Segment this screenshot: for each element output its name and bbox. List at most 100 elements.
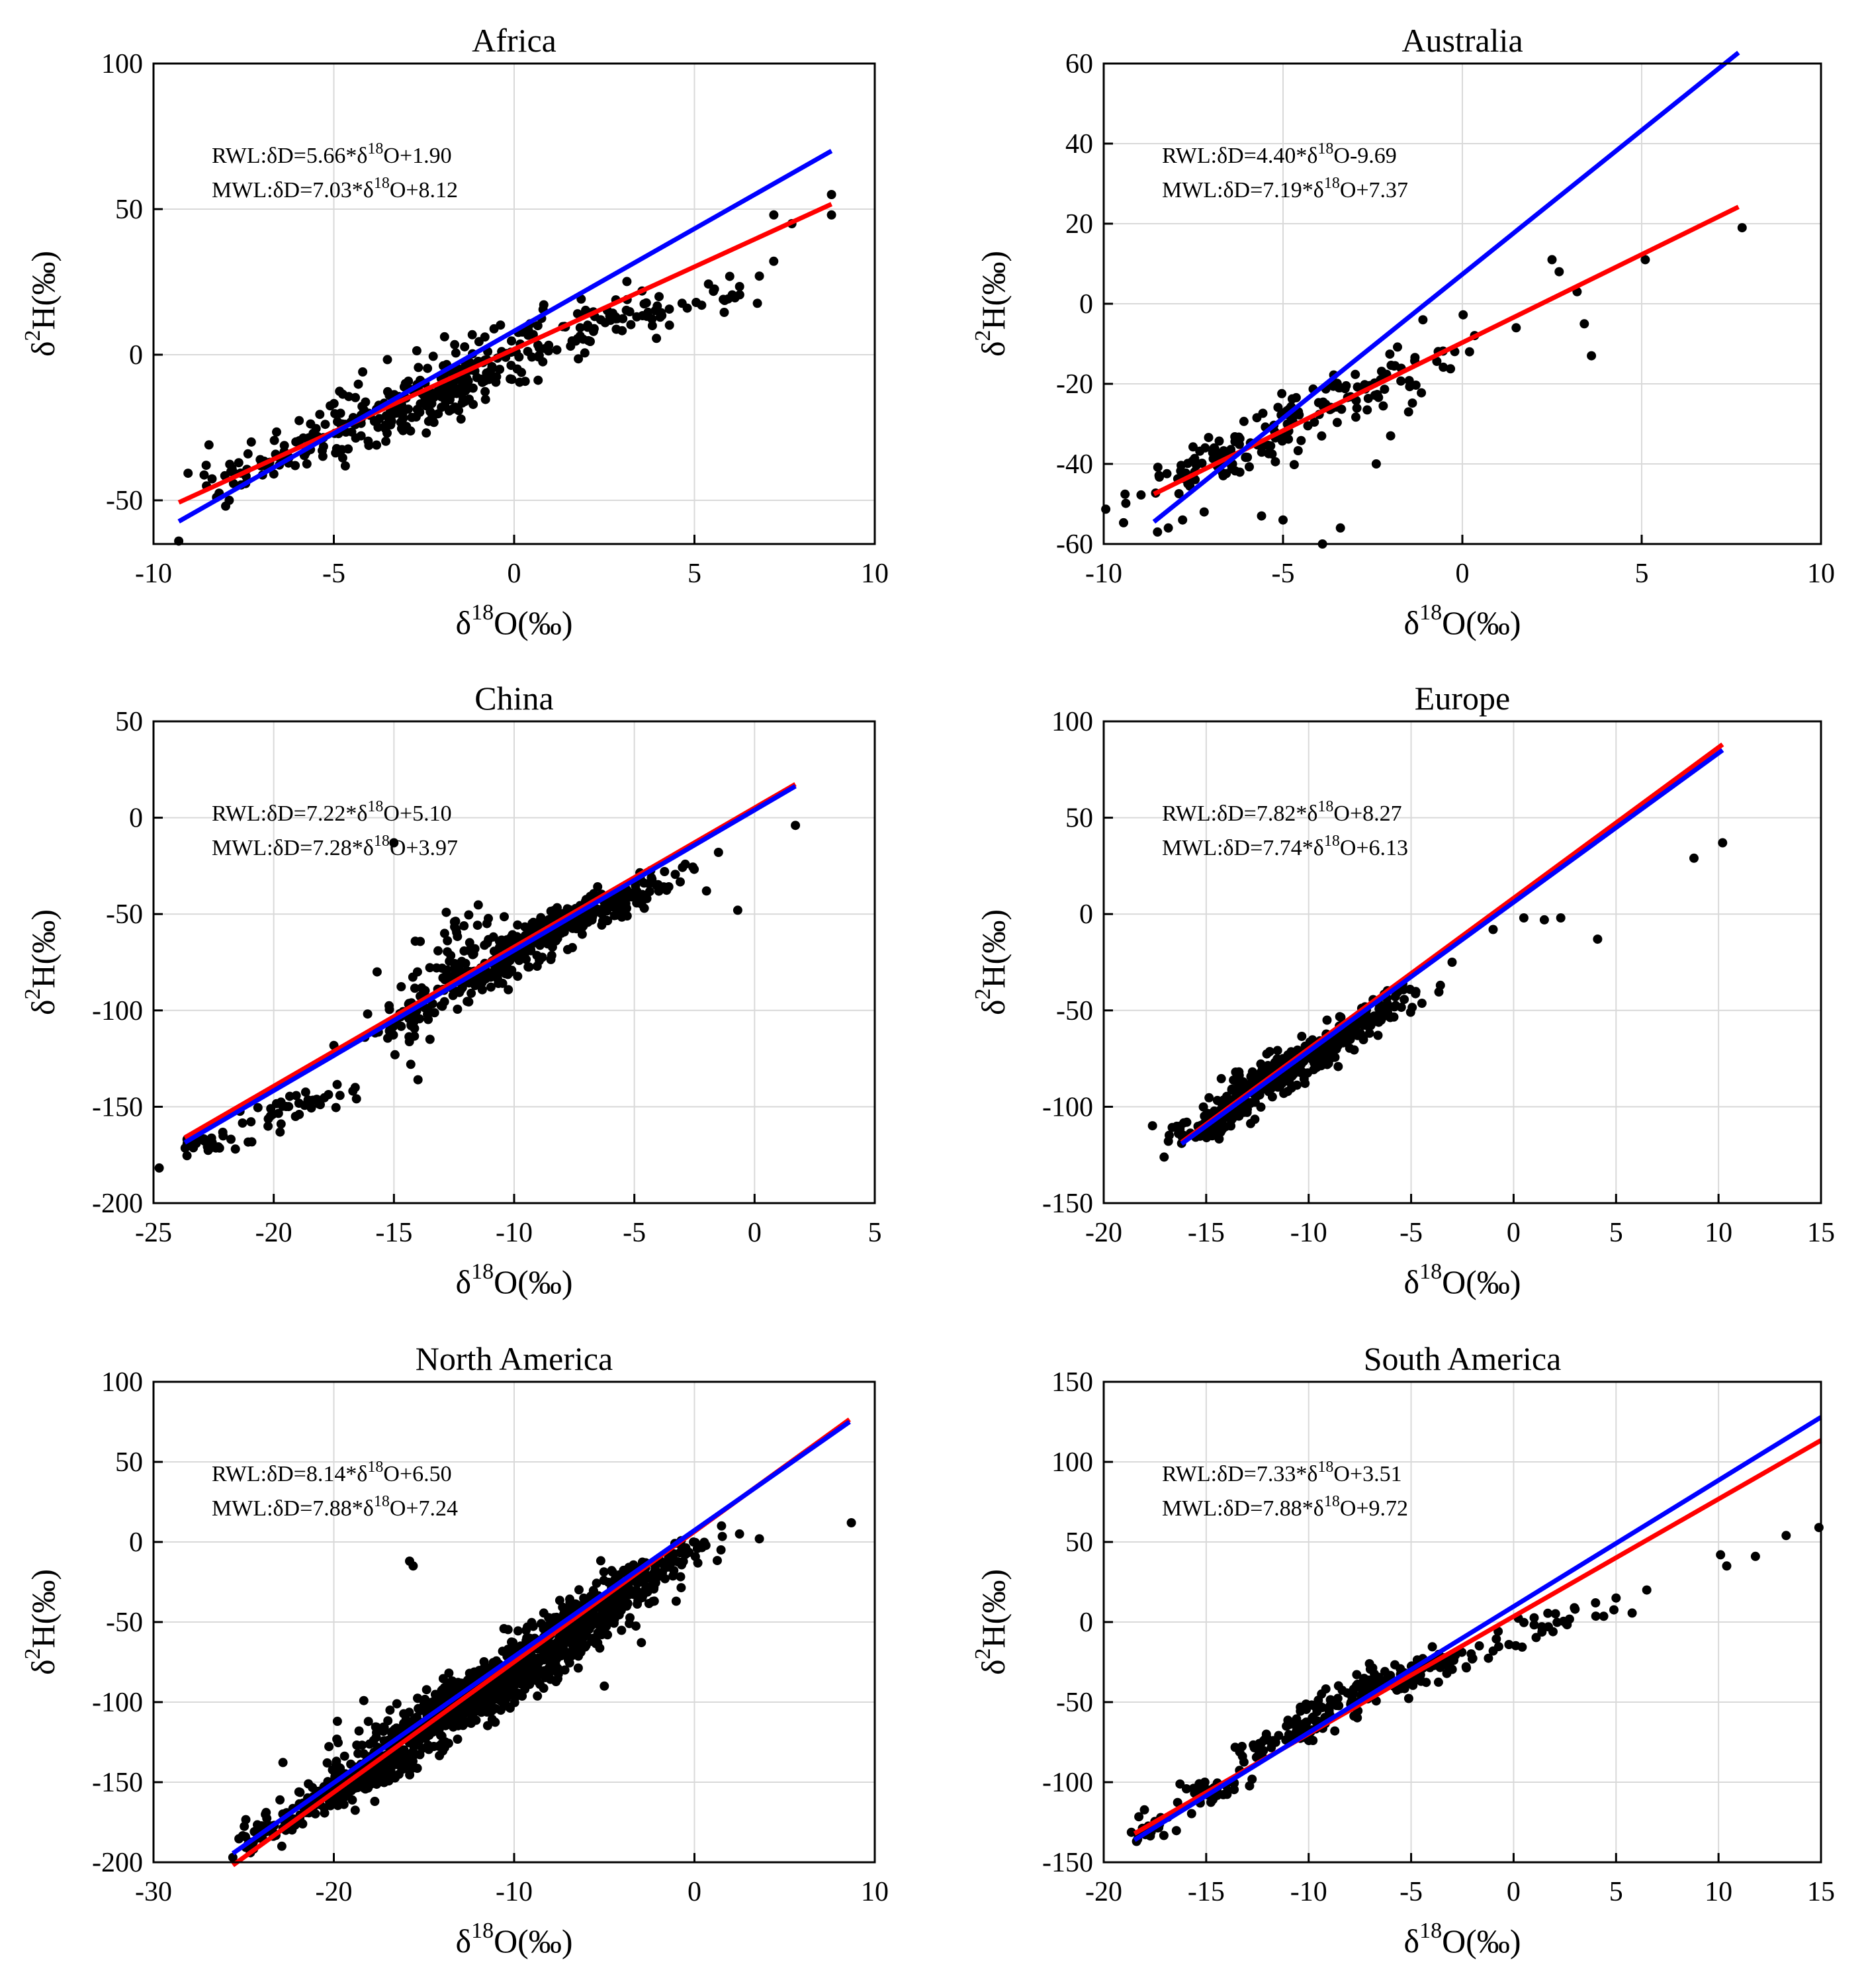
data-point xyxy=(438,1674,448,1684)
data-point xyxy=(533,375,543,385)
data-point xyxy=(424,1730,434,1740)
data-point xyxy=(1380,384,1390,394)
data-point xyxy=(676,877,685,887)
data-point xyxy=(1591,1598,1601,1607)
data-point xyxy=(320,1808,330,1818)
y-tick-label: -60 xyxy=(1056,529,1093,560)
data-point xyxy=(1317,431,1327,441)
data-point xyxy=(1464,347,1474,357)
data-point xyxy=(451,925,461,934)
data-point xyxy=(1214,1134,1224,1144)
y-tick-label: 100 xyxy=(101,1367,143,1398)
data-point xyxy=(1417,388,1427,398)
data-point xyxy=(384,390,394,400)
data-point xyxy=(1352,403,1362,413)
data-point xyxy=(1159,1152,1169,1162)
x-tick-label: 15 xyxy=(1807,1218,1835,1248)
mwl-equation: MWL:δD=7.03*δ18O+8.12 xyxy=(212,175,458,203)
x-tick-label: 0 xyxy=(508,559,521,589)
data-point xyxy=(183,469,193,478)
data-point xyxy=(1199,507,1209,517)
data-point xyxy=(1182,1784,1191,1793)
data-point xyxy=(643,307,653,317)
data-point xyxy=(154,1163,164,1173)
data-point xyxy=(1121,498,1131,508)
data-point xyxy=(1418,315,1428,325)
data-point xyxy=(332,1717,342,1726)
x-tick-label: -20 xyxy=(316,1877,353,1907)
data-point xyxy=(1642,1585,1652,1595)
data-point xyxy=(713,848,723,857)
y-tick-label: 50 xyxy=(115,1447,143,1478)
data-point xyxy=(1318,397,1328,407)
data-point xyxy=(1316,1061,1326,1071)
data-point xyxy=(625,1613,635,1623)
data-point xyxy=(449,917,459,926)
data-point xyxy=(1246,1118,1255,1128)
data-point xyxy=(1611,1593,1621,1603)
data-point xyxy=(473,900,483,910)
x-axis-label: δ18O(‰) xyxy=(1404,1919,1521,1960)
data-point xyxy=(592,1578,601,1588)
data-point xyxy=(1227,1085,1237,1095)
data-point xyxy=(468,949,478,959)
data-point xyxy=(1278,515,1288,525)
data-point xyxy=(422,395,431,405)
data-point xyxy=(1447,958,1457,967)
data-point xyxy=(338,389,347,399)
data-point xyxy=(384,1005,394,1015)
data-point xyxy=(1587,351,1597,361)
data-point xyxy=(1378,401,1388,411)
y-axis-label: δ2H(‰) xyxy=(971,251,1012,357)
x-tick-label: 10 xyxy=(1807,559,1835,589)
data-point xyxy=(472,373,482,383)
data-point xyxy=(537,1666,547,1676)
data-point xyxy=(1204,433,1214,443)
data-point xyxy=(717,1531,727,1541)
data-point xyxy=(546,907,556,916)
y-tick-label: -20 xyxy=(1056,369,1093,400)
data-point xyxy=(1263,441,1273,450)
y-tick-label: -50 xyxy=(1056,996,1093,1026)
data-point xyxy=(1488,925,1498,934)
x-axis-label: δ18O(‰) xyxy=(456,1919,573,1960)
data-point xyxy=(482,1692,492,1701)
data-point xyxy=(243,449,253,459)
data-point xyxy=(617,912,627,922)
data-point xyxy=(182,1151,192,1161)
data-point xyxy=(347,1795,357,1805)
data-point xyxy=(358,367,368,377)
data-point xyxy=(1163,1136,1173,1146)
data-point xyxy=(568,1630,578,1640)
data-point xyxy=(562,944,572,954)
data-point xyxy=(514,956,524,966)
data-point xyxy=(586,337,595,346)
data-point xyxy=(333,1738,343,1748)
data-point xyxy=(754,271,764,281)
data-point xyxy=(458,1721,468,1731)
y-tick-label: -40 xyxy=(1056,449,1093,480)
data-point xyxy=(1324,1706,1334,1716)
data-point xyxy=(1174,489,1184,498)
data-point xyxy=(1276,1057,1286,1067)
data-point xyxy=(253,1820,262,1830)
data-point xyxy=(697,300,707,310)
data-point xyxy=(1229,1075,1239,1085)
y-tick-label: -200 xyxy=(92,1189,143,1219)
data-point xyxy=(632,312,642,322)
data-point xyxy=(1781,1531,1791,1541)
data-point xyxy=(520,377,530,386)
data-point xyxy=(621,305,631,315)
data-point xyxy=(1398,985,1408,995)
data-point xyxy=(378,1722,388,1732)
data-point xyxy=(398,414,408,424)
data-point xyxy=(348,1086,358,1096)
data-point xyxy=(520,1684,530,1694)
data-point xyxy=(201,461,211,471)
x-tick-label: -20 xyxy=(1085,1877,1122,1907)
data-point xyxy=(1396,376,1406,386)
data-point xyxy=(1208,448,1218,458)
data-point xyxy=(1247,1774,1257,1784)
mwl-equation: MWL:δD=7.88*δ18O+7.24 xyxy=(212,1493,458,1521)
data-point xyxy=(371,1722,380,1732)
